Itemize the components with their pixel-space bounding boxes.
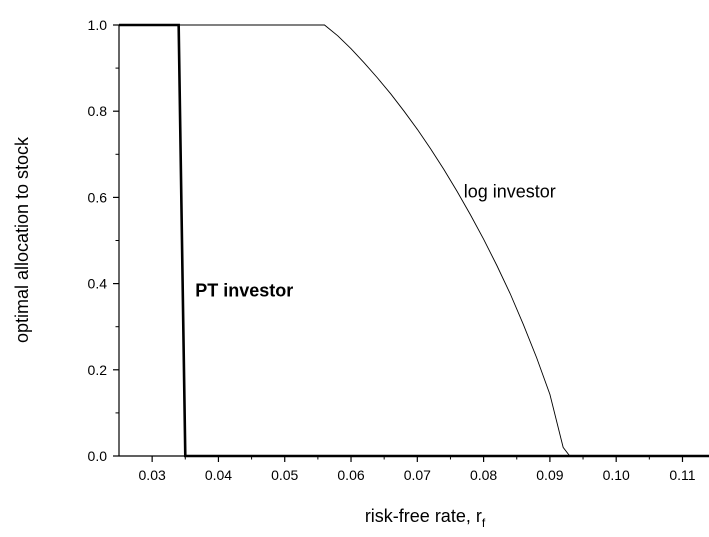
x-tick-label: 0.10 (603, 467, 630, 483)
y-tick-label: 0.4 (88, 276, 108, 292)
x-axis-label-main: risk-free rate, r (365, 506, 482, 526)
x-tick-label: 0.11 (669, 467, 695, 483)
x-tick-label: 0.04 (205, 467, 232, 483)
x-ticks: 0.03 0.04 0.05 0.06 0.07 0.08 0.09 0.10 0.11 (139, 456, 696, 483)
series-line-pt-investor (119, 23, 709, 458)
y-tick-label: 1.0 (88, 17, 108, 33)
y-tick-label: 0.2 (88, 362, 108, 378)
x-tick-label: 0.03 (139, 467, 166, 483)
y-axis-label: optimal allocation to stock (12, 136, 32, 343)
y-tick-label: 0.0 (88, 448, 108, 464)
series-layer (119, 23, 709, 458)
y-tick-label: 0.8 (88, 103, 108, 119)
y-ticks: 0.0 0.2 0.4 0.6 0.8 1.0 (88, 17, 119, 464)
y-tick-label: 0.6 (88, 189, 108, 205)
annotation-layer: log investor PT investor (195, 181, 556, 300)
x-tick-label: 0.06 (337, 467, 364, 483)
x-tick-label: 0.08 (470, 467, 497, 483)
x-axis-label-subscript: f (482, 516, 486, 530)
x-tick-label: 0.07 (404, 467, 431, 483)
x-tick-label: 0.09 (536, 467, 563, 483)
annotation-pt-investor: PT investor (195, 281, 293, 301)
x-axis-label: risk-free rate, rf (365, 506, 486, 530)
series-line-log-investor (119, 24, 709, 457)
annotation-log-investor: log investor (464, 181, 556, 201)
plot-area (118, 25, 709, 457)
x-tick-label: 0.05 (271, 467, 298, 483)
